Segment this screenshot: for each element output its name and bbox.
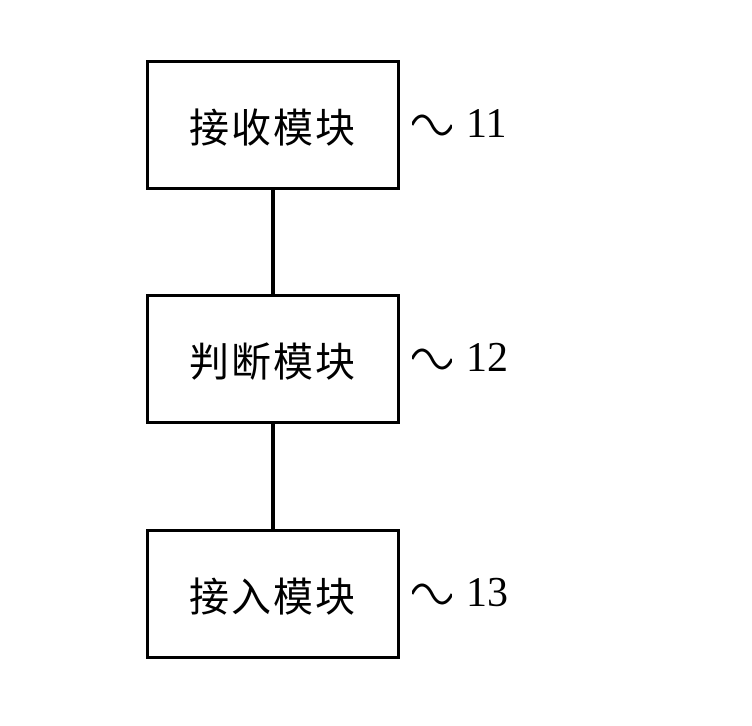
annot-n3: 13 [466,569,508,617]
node-label-n2: 判断模块 [189,330,357,388]
annot-n2: 12 [466,334,508,382]
annot-n1: 11 [466,100,506,148]
node-n2: 判断模块 [146,294,400,424]
squiggle-n2 [412,345,452,373]
node-label-n3: 接入模块 [189,565,357,623]
squiggle-n1 [412,111,452,139]
node-label-n1: 接收模块 [189,96,357,154]
node-n3: 接入模块 [146,529,400,659]
node-n1: 接收模块 [146,60,400,190]
squiggle-n3 [412,580,452,608]
edge-n1-n2 [271,190,275,294]
edge-n2-n3 [271,424,275,529]
